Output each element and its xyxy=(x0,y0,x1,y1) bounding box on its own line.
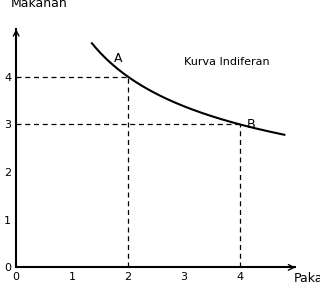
Y-axis label: Makanan: Makanan xyxy=(11,0,67,10)
Text: B: B xyxy=(246,118,255,131)
Text: Kurva Indiferan: Kurva Indiferan xyxy=(184,57,269,67)
X-axis label: Pakaian: Pakaian xyxy=(293,272,320,285)
Text: A: A xyxy=(114,52,122,65)
